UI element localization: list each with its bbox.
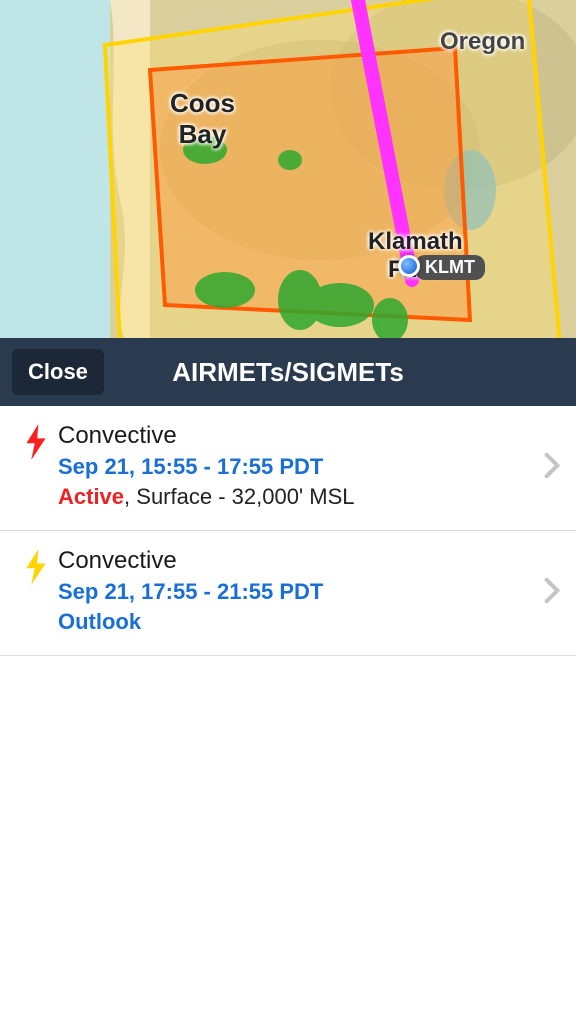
item-title: Convective — [58, 547, 562, 575]
airport-badge-klmt[interactable]: KLMT — [415, 255, 485, 280]
airmet-list: Convective Sep 21, 15:55 - 17:55 PDT Act… — [0, 406, 576, 1024]
panel-header: Close AIRMETs/SIGMETs — [0, 338, 576, 406]
list-item[interactable]: Convective Sep 21, 17:55 - 21:55 PDT Out… — [0, 531, 576, 656]
item-status: Outlook — [58, 609, 562, 635]
current-location-marker[interactable] — [398, 255, 420, 277]
chevron-right-icon — [544, 452, 560, 485]
list-item[interactable]: Convective Sep 21, 15:55 - 17:55 PDT Act… — [0, 406, 576, 531]
map-label-oregon: Oregon — [440, 28, 525, 56]
lightning-icon — [14, 422, 58, 460]
item-time: Sep 21, 17:55 - 21:55 PDT — [58, 579, 562, 605]
item-title: Convective — [58, 422, 562, 450]
item-time: Sep 21, 15:55 - 17:55 PDT — [58, 454, 562, 480]
lightning-icon — [14, 547, 58, 585]
chevron-right-icon — [544, 577, 560, 610]
item-status: Active, Surface - 32,000' MSL — [58, 484, 562, 510]
map-label-coos-bay: Coos Bay — [170, 88, 235, 150]
close-button[interactable]: Close — [12, 349, 104, 395]
map-view[interactable]: Oregon Coos Bay Klamath Falls KLMT — [0, 0, 576, 338]
